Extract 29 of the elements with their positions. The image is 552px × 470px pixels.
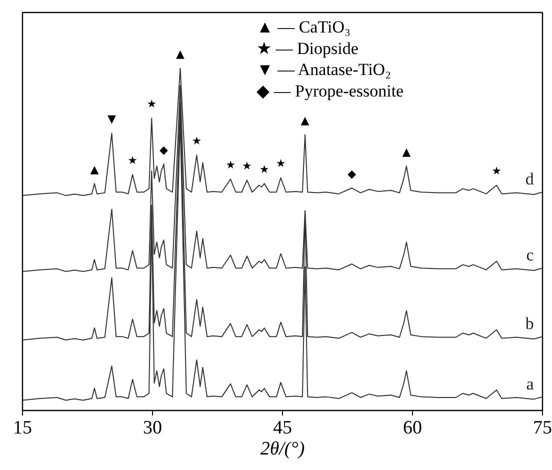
text: ▲ — CaTiO₃ (256, 18, 350, 37)
annotation: ★ (259, 163, 270, 176)
series-label: a (526, 374, 534, 394)
annotation: ▼ — Anatase-TiO₂ (256, 60, 392, 80)
x-tick-label: 75 (533, 418, 552, 438)
annotation: ◆ (348, 167, 357, 180)
series-label: b (525, 314, 534, 334)
series-label: c (526, 246, 534, 265)
annotation: ▲ (402, 146, 412, 159)
annotation: ★ (226, 158, 236, 172)
text: ★ — Diopside (256, 38, 358, 58)
annotation: ◆ (160, 144, 169, 157)
annotation: ▲ (176, 48, 186, 61)
x-axis-title: 2θ/(°) (260, 438, 305, 460)
annotation: ★ (276, 157, 286, 170)
annotation: ▼ (108, 112, 117, 126)
annotation: ★ (242, 160, 252, 173)
x-tick-label: 45 (273, 418, 292, 438)
annotation: ▲ (300, 114, 310, 128)
x-tick-label: 60 (403, 418, 422, 438)
series-label: d (525, 170, 534, 189)
x-tick-label: 30 (143, 418, 162, 438)
annotation: ★ (492, 164, 502, 178)
annotation: ★ (128, 154, 138, 168)
annotation: ★ (192, 134, 202, 148)
annotation: ★ (146, 98, 157, 111)
annotation: ◆ — Pyrope-essonite (256, 81, 404, 100)
annotation: ▲ (90, 163, 100, 176)
x-tick-label: 15 (13, 418, 32, 438)
